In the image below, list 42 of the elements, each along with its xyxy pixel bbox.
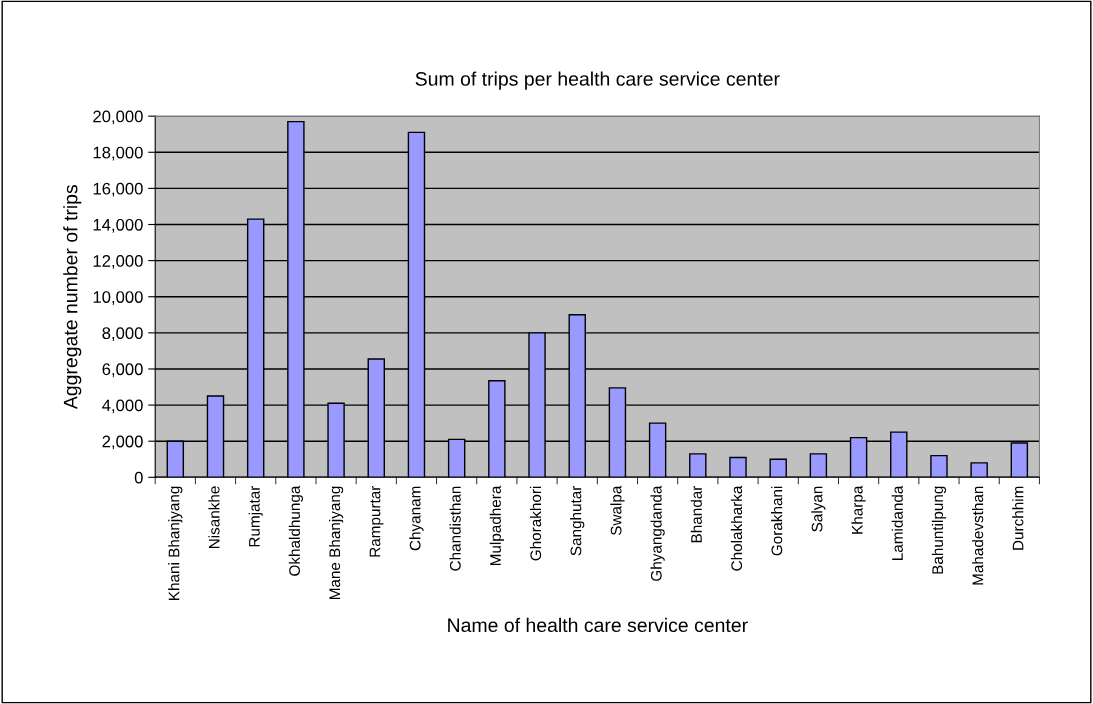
x-tick-label: Okhaldhunga: [288, 485, 303, 576]
x-tick-label: Ghorakhori: [529, 486, 542, 561]
y-tick-label: 8,000: [102, 327, 143, 342]
y-tick-label: 16,000: [93, 182, 143, 197]
x-tick-label: Sanghutar: [570, 485, 585, 556]
x-tick-label: Salyan: [811, 486, 826, 532]
x-tick-label: Gorakhani: [771, 486, 783, 556]
x-tick-label: Mahadevsthan: [972, 486, 984, 585]
x-tick-label: Rumjatar: [248, 485, 263, 547]
y-tick-label: 20,000: [93, 110, 143, 125]
y-tick-label: 10,000: [93, 291, 143, 305]
y-tick-label: 12,000: [93, 255, 143, 269]
bar: [809, 453, 828, 478]
x-tick-label: Kharpa: [851, 485, 866, 534]
chart-title: Sum of trips per health care service center: [415, 71, 780, 90]
x-tick-label: Ghyangdanda: [650, 485, 665, 581]
x-tick-label: Bahuntilpung: [931, 486, 947, 574]
x-tick-label: Nisankhe: [208, 486, 220, 549]
y-tick-label: 4,000: [102, 399, 143, 414]
x-tick-label: Khani Bhanjyang: [168, 486, 183, 600]
bar: [769, 458, 787, 478]
y-tick-label: 18,000: [93, 146, 143, 161]
x-axis-title: Name of health care service center: [448, 617, 748, 633]
x-tick-label: Chyanam: [409, 486, 424, 551]
y-tick-label: 2,000: [102, 435, 143, 450]
x-tick-label: Durchhim: [1012, 486, 1024, 550]
x-tick-label: Swalpa: [610, 485, 625, 536]
y-tick-label: 6,000: [102, 363, 143, 378]
x-tick-label: Cholakharka: [730, 485, 743, 571]
y-tick-label: 0: [134, 471, 143, 484]
y-tick-label: 14,000: [93, 218, 143, 233]
x-tick-label: Bhandar: [690, 485, 702, 543]
bar: [689, 453, 707, 478]
bar: [970, 462, 988, 478]
x-tick-label: Chandisthan: [449, 486, 461, 571]
x-tick-label: Rampurtar: [369, 485, 384, 557]
y-axis-title: Aggregate number of trips: [63, 185, 82, 410]
bar: [930, 454, 948, 478]
x-tick-label: Mulpadhera: [489, 485, 504, 566]
x-tick-label: Mane Bhanjyang: [328, 486, 344, 600]
x-tick-label: Lamidanda: [891, 485, 903, 560]
bar: [729, 456, 747, 478]
